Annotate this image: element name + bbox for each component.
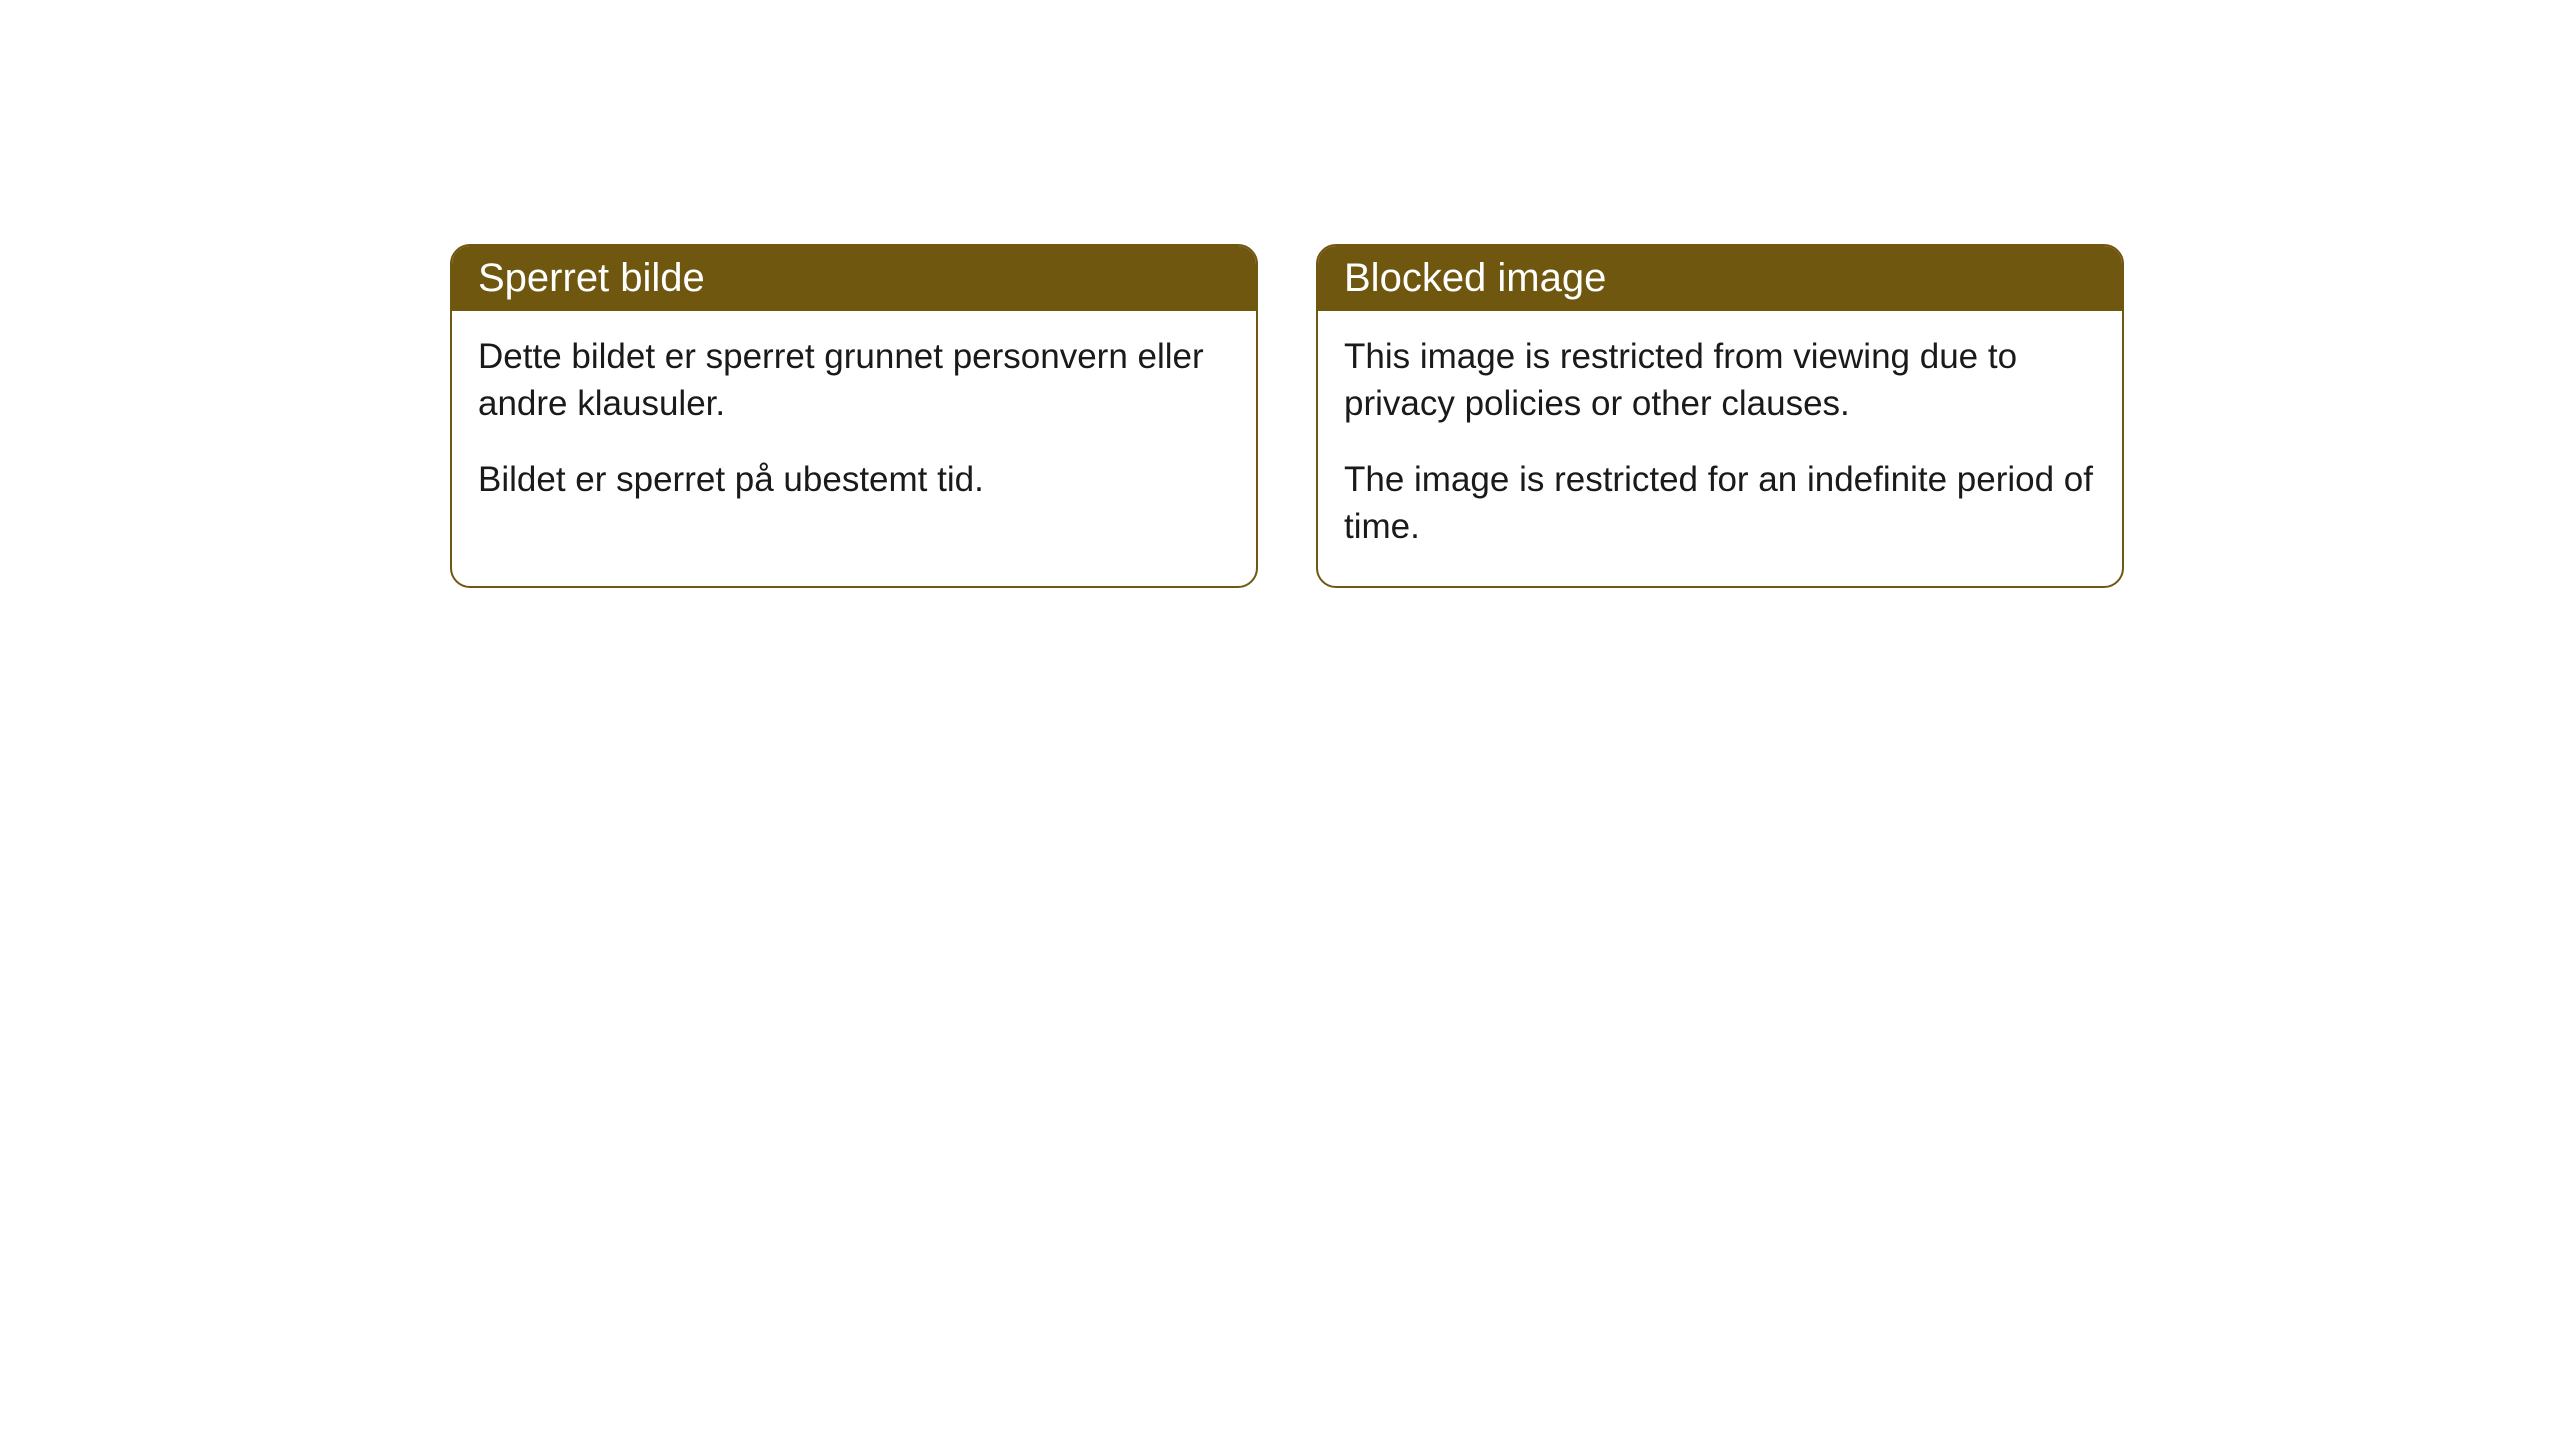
card-paragraph: This image is restricted from viewing du…: [1344, 333, 2096, 428]
card-title: Sperret bilde: [478, 256, 705, 300]
card-paragraph: The image is restricted for an indefinit…: [1344, 456, 2096, 551]
card-paragraph: Dette bildet er sperret grunnet personve…: [478, 333, 1230, 428]
card-paragraph: Bildet er sperret på ubestemt tid.: [478, 456, 1230, 503]
card-body: This image is restricted from viewing du…: [1318, 311, 2122, 586]
card-title: Blocked image: [1344, 256, 1606, 300]
notice-card-english: Blocked image This image is restricted f…: [1316, 244, 2124, 588]
card-body: Dette bildet er sperret grunnet personve…: [452, 311, 1256, 539]
card-header: Blocked image: [1318, 246, 2122, 311]
notice-card-norwegian: Sperret bilde Dette bildet er sperret gr…: [450, 244, 1258, 588]
card-header: Sperret bilde: [452, 246, 1256, 311]
notice-cards-container: Sperret bilde Dette bildet er sperret gr…: [450, 244, 2124, 588]
